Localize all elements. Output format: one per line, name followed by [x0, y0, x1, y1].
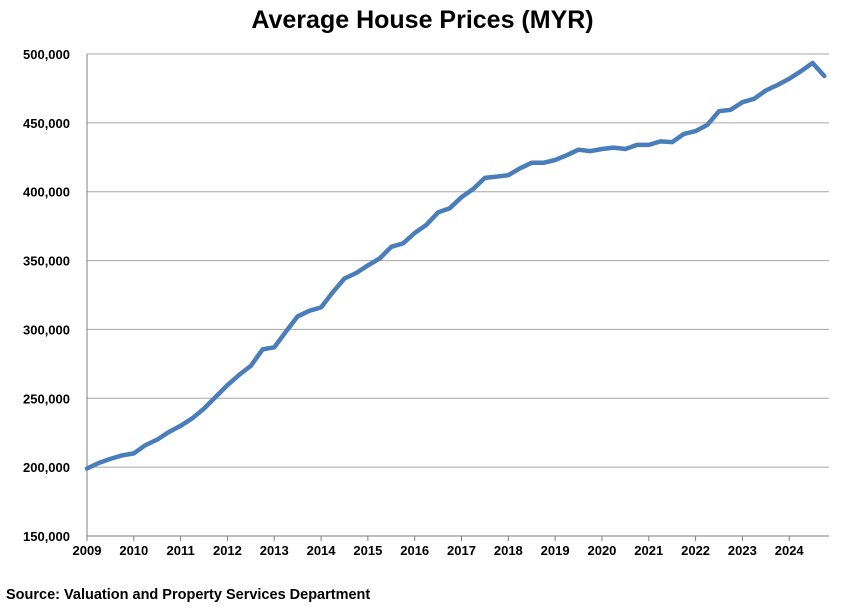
y-tick-label: 500,000: [23, 47, 70, 62]
x-tick-label: 2016: [400, 543, 429, 558]
x-tick-label: 2010: [119, 543, 148, 558]
chart-title: Average House Prices (MYR): [251, 6, 594, 34]
x-tick-labels: 2009 2010 2011 2012 2013 2014 2015 2016 2017 2018…: [73, 543, 805, 558]
y-tick-label: 200,000: [23, 460, 70, 475]
gridlines: [87, 53, 829, 468]
y-tick-label: 300,000: [23, 322, 70, 337]
x-tick-label: 2024: [775, 543, 805, 558]
x-tick-label: 2020: [587, 543, 616, 558]
series-line: [84, 60, 827, 471]
x-tick-label: 2011: [167, 543, 195, 558]
y-tick-label: 350,000: [23, 254, 70, 269]
series-layer: [84, 60, 827, 471]
y-tick-label: 450,000: [23, 116, 70, 131]
x-tick-label: 2017: [447, 543, 476, 558]
x-tick-label: 2012: [213, 543, 242, 558]
x-tick-label: 2022: [681, 543, 710, 558]
y-tick-label: 150,000: [23, 529, 70, 544]
x-tick-label: 2013: [260, 543, 289, 558]
x-tick-label: 2019: [541, 543, 570, 558]
y-tick-labels: 150,000 200,000 250,000 300,000 350,000 400,0…: [23, 47, 70, 544]
y-tick-label: 250,000: [23, 391, 70, 406]
axes: [86, 54, 829, 541]
x-tick-label: 2021: [634, 543, 663, 558]
x-tick-label: 2009: [73, 543, 102, 558]
x-tick-label: 2014: [307, 543, 337, 558]
y-tick-label: 400,000: [23, 185, 70, 200]
x-tick-label: 2018: [494, 543, 523, 558]
source-note: Source: Valuation and Property Services …: [6, 587, 371, 603]
x-tick-label: 2015: [353, 543, 382, 558]
x-tick-label: 2023: [728, 543, 757, 558]
